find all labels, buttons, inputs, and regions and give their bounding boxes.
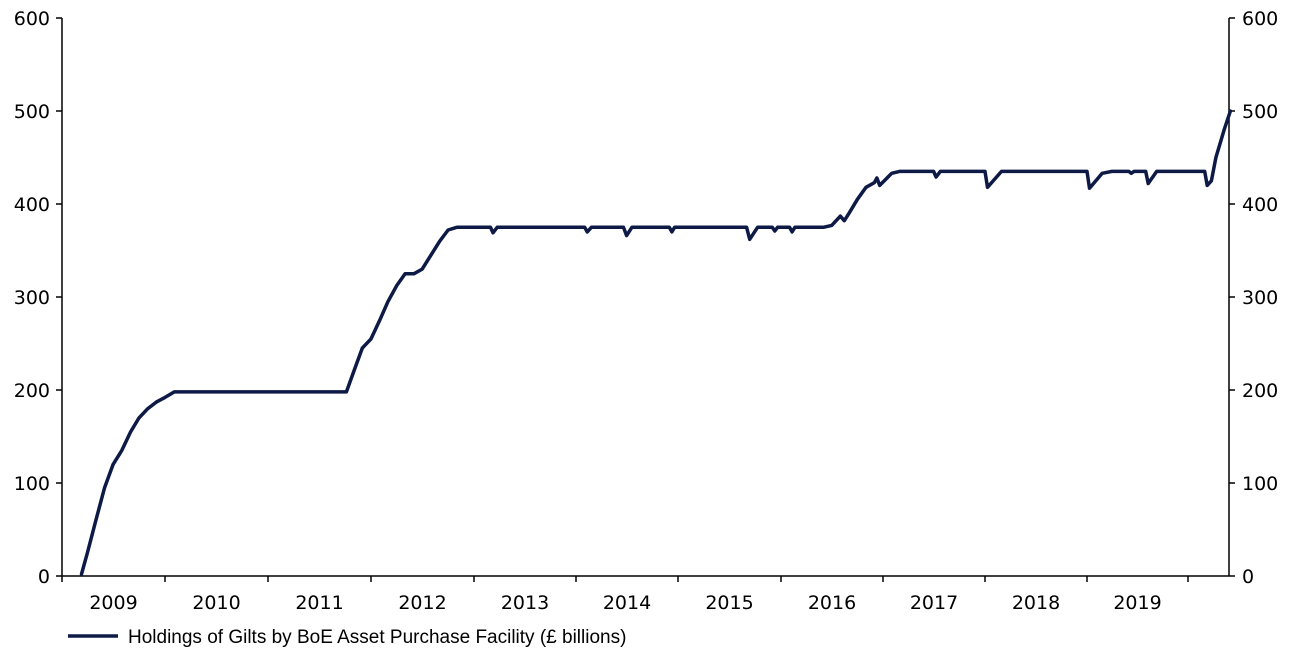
x-axis-ticks: 2009 2010 2011 2012 2013 2014 2015 2016 2017 2018… <box>61 576 1189 614</box>
series-group <box>79 109 1233 576</box>
x-tick-label: 2014 <box>603 592 651 614</box>
y-tick-label-left: 400 <box>14 194 50 216</box>
x-tick-label: 2019 <box>1113 592 1161 614</box>
x-tick-label: 2015 <box>705 592 753 614</box>
y-tick-label-right: 400 <box>1242 194 1278 216</box>
y-tick-label-right: 600 <box>1242 8 1278 30</box>
y-tick-label-right: 100 <box>1242 473 1278 495</box>
y-tick-label-left: 200 <box>14 380 50 402</box>
x-tick-label: 2011 <box>295 592 343 614</box>
y-tick-label-left: 100 <box>14 473 50 495</box>
x-tick-label: 2017 <box>910 592 958 614</box>
x-tick-label: 2012 <box>398 592 446 614</box>
left-axis-ticks: 0 100 200 300 400 500 600 <box>14 8 62 588</box>
x-tick-label: 2013 <box>501 592 549 614</box>
y-tick-label-right: 0 <box>1242 566 1254 588</box>
y-tick-label-right: 500 <box>1242 101 1278 123</box>
y-tick-label-right: 300 <box>1242 287 1278 309</box>
x-tick-label: 2016 <box>808 592 856 614</box>
y-tick-label-left: 600 <box>14 8 50 30</box>
legend: Holdings of Gilts by BoE Asset Purchase … <box>68 627 626 648</box>
legend-label: Holdings of Gilts by BoE Asset Purchase … <box>128 627 626 648</box>
y-tick-label-left: 300 <box>14 287 50 309</box>
y-tick-label-right: 200 <box>1242 380 1278 402</box>
y-tick-label-left: 500 <box>14 101 50 123</box>
series-line-gilt-holdings <box>79 109 1233 576</box>
y-tick-label-left: 0 <box>38 566 50 588</box>
axes <box>61 18 1230 577</box>
right-axis-ticks: 0 100 200 300 400 500 600 <box>1229 8 1278 588</box>
x-tick-label: 2009 <box>89 592 137 614</box>
x-tick-label: 2010 <box>192 592 240 614</box>
x-tick-label: 2018 <box>1012 592 1060 614</box>
